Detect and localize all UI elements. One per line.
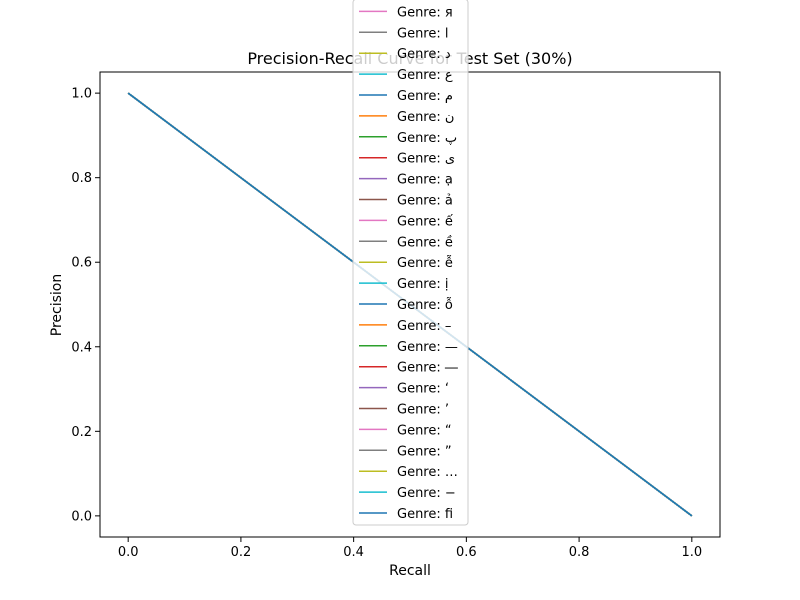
y-tick-label: 0.6 bbox=[71, 256, 92, 271]
x-tick-label: 0.6 bbox=[456, 545, 477, 560]
x-tick-label: 0.2 bbox=[231, 545, 252, 560]
legend: Genre: я Genre: l Genre: د Genre: ع Genre: م… bbox=[352, 0, 469, 526]
y-tick-label: 0.0 bbox=[71, 509, 92, 524]
legend-label: Genre: ― bbox=[397, 361, 458, 376]
legend-label: Genre: ạ bbox=[397, 173, 453, 188]
legend-label: Genre: ỗ bbox=[397, 298, 453, 313]
legend-label: Genre: ế bbox=[397, 214, 453, 229]
legend-label: Genre: ‘ bbox=[397, 382, 449, 397]
legend-label: Genre: ” bbox=[397, 444, 452, 459]
x-axis-label: Recall bbox=[389, 563, 431, 579]
y-axis-label: Precision bbox=[49, 274, 65, 336]
legend-label: Genre: ề bbox=[397, 235, 453, 250]
y-axis-ticks: 0.0 0.2 0.4 0.6 0.8 1.0 bbox=[71, 87, 100, 524]
legend-label: Genre: م bbox=[397, 89, 453, 104]
x-tick-label: 0.8 bbox=[569, 545, 590, 560]
legend-label: Genre: l bbox=[397, 26, 449, 41]
y-tick-label: 0.8 bbox=[71, 171, 92, 186]
y-tick-label: 0.2 bbox=[71, 425, 92, 440]
legend-label: Genre: ị bbox=[397, 277, 449, 292]
legend-label: Genre: − bbox=[397, 486, 456, 501]
legend-label: Genre: ả bbox=[397, 194, 453, 209]
legend-label: Genre: ن bbox=[397, 110, 454, 125]
x-tick-label: 0.0 bbox=[118, 545, 139, 560]
x-tick-label: 0.4 bbox=[343, 545, 364, 560]
y-tick-label: 0.4 bbox=[71, 340, 92, 355]
x-tick-label: 1.0 bbox=[681, 545, 702, 560]
legend-label: Genre: я bbox=[397, 5, 453, 20]
legend-label: Genre: ی bbox=[397, 152, 455, 167]
y-tick-label: 1.0 bbox=[71, 87, 92, 102]
legend-label: Genre: “ bbox=[397, 423, 452, 438]
legend-label: Genre: ع bbox=[397, 68, 453, 83]
legend-label: Genre: د bbox=[397, 47, 451, 62]
legend-label: Genre: پ bbox=[397, 131, 457, 146]
legend-label: Genre: ’ bbox=[397, 403, 449, 418]
x-axis-ticks: 0.0 0.2 0.4 0.6 0.8 1.0 bbox=[118, 537, 702, 560]
legend-label: Genre: … bbox=[397, 465, 458, 480]
legend-label: Genre: — bbox=[397, 340, 458, 355]
legend-label: Genre: ﬁ bbox=[397, 507, 453, 522]
legend-box bbox=[352, 0, 469, 526]
legend-label: Genre: ễ bbox=[397, 256, 453, 271]
legend-label: Genre: – bbox=[397, 319, 451, 334]
